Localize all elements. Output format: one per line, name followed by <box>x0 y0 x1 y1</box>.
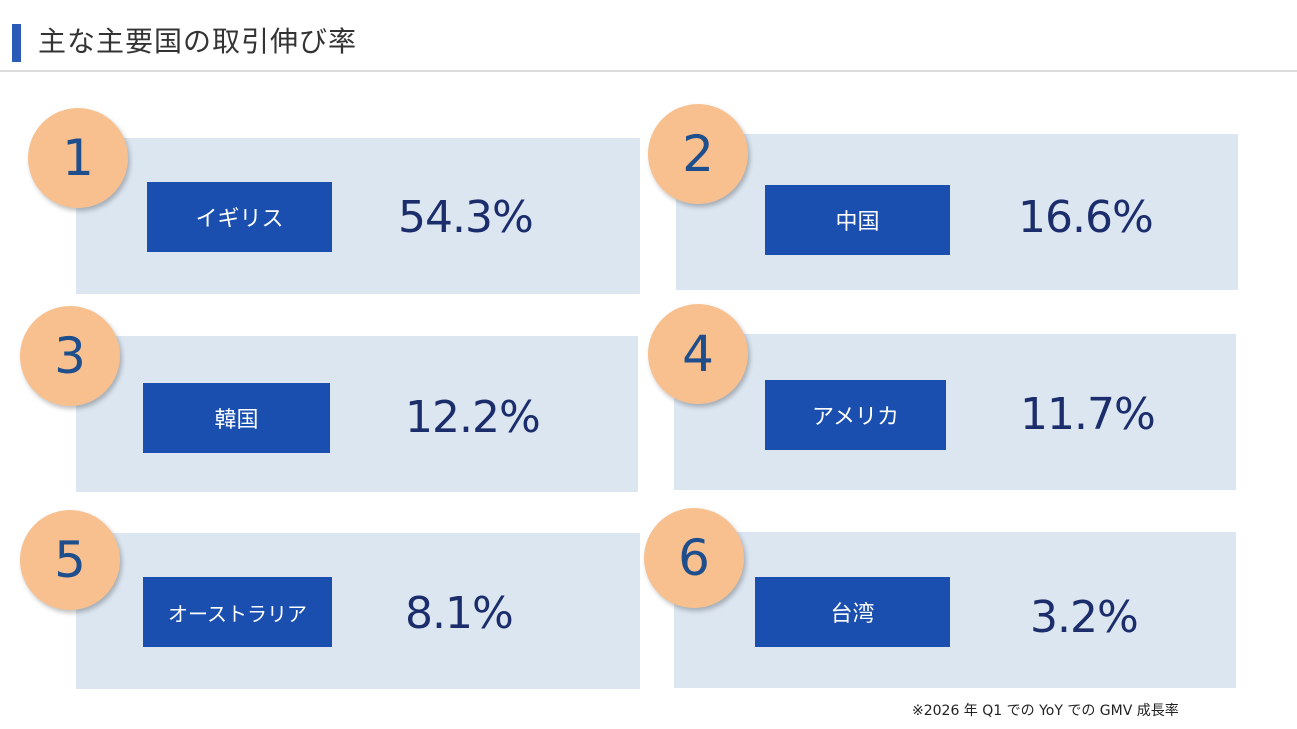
country-label: オーストラリア <box>143 577 332 647</box>
country-label: 韓国 <box>143 383 330 453</box>
rank-badge: 4 <box>648 304 748 404</box>
growth-rate: 11.7% <box>1020 389 1156 440</box>
growth-rate: 3.2% <box>1030 592 1139 643</box>
growth-rate: 8.1% <box>405 588 514 639</box>
country-label: アメリカ <box>765 380 946 450</box>
country-label: イギリス <box>147 182 332 252</box>
rank-badge: 3 <box>20 306 120 406</box>
rank-badge: 1 <box>28 108 128 208</box>
footnote: ※2026 年 Q1 での YoY での GMV 成長率 <box>912 703 1179 719</box>
card-panel <box>676 134 1238 290</box>
page-title: 主な主要国の取引伸び率 <box>38 25 358 58</box>
title-divider <box>0 70 1297 72</box>
growth-rate: 54.3% <box>398 192 534 243</box>
title-accent-bar <box>12 24 21 62</box>
rank-badge: 5 <box>20 510 120 610</box>
growth-rate: 12.2% <box>405 392 541 443</box>
growth-rate: 16.6% <box>1018 192 1154 243</box>
country-label: 台湾 <box>755 577 950 647</box>
rank-badge: 6 <box>644 508 744 608</box>
country-label: 中国 <box>765 185 950 255</box>
rank-badge: 2 <box>648 104 748 204</box>
